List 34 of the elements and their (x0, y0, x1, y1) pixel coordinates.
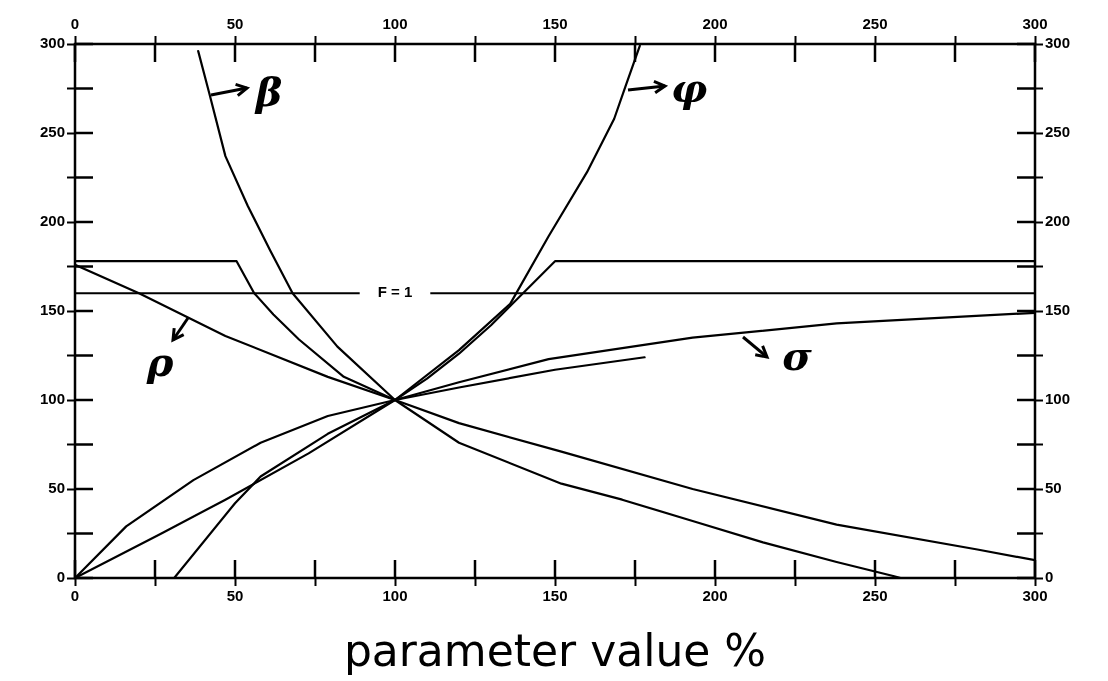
legend-label: φ (670, 64, 708, 112)
y-tick-label: 50 (48, 479, 65, 497)
x2-tick-label: 250 (862, 15, 888, 33)
y2-tick-label: 150 (1045, 301, 1071, 319)
x-axis-title: parameter value % (343, 625, 767, 677)
x2-tick-label: 100 (382, 15, 408, 33)
y2-tick-label: 100 (1045, 390, 1071, 408)
y-tick-label: 0 (56, 568, 65, 586)
annotation: F = 1 (377, 283, 413, 301)
x-tick-label: 200 (702, 587, 728, 605)
y-tick-label: 300 (39, 34, 65, 52)
x-tick-label: 50 (226, 587, 244, 605)
legend-label: σ (782, 332, 813, 380)
x2-tick-label: 150 (542, 15, 568, 33)
y2-tick-label: 200 (1045, 212, 1071, 230)
y-tick-label: 150 (39, 301, 65, 319)
y2-tick-label: 300 (1045, 34, 1071, 52)
y-tick-label: 250 (39, 123, 65, 141)
legend-label: ρ (145, 338, 174, 386)
x-tick-label: 100 (382, 587, 408, 605)
x2-tick-label: 300 (1022, 15, 1048, 33)
y-tick-label: 100 (39, 390, 65, 408)
y2-tick-label: 250 (1045, 123, 1071, 141)
x2-tick-label: 200 (702, 15, 728, 33)
x-tick-label: 0 (70, 587, 80, 605)
y2-tick-label: 50 (1045, 479, 1062, 497)
x-tick-label: 250 (862, 587, 888, 605)
y2-tick-label: 0 (1045, 568, 1054, 586)
x2-tick-label: 50 (226, 15, 244, 33)
x2-tick-label: 0 (70, 15, 80, 33)
legend-label: β (253, 68, 283, 116)
x-tick-label: 300 (1022, 587, 1048, 605)
x-tick-label: 150 (542, 587, 568, 605)
y-tick-label: 200 (39, 212, 65, 230)
